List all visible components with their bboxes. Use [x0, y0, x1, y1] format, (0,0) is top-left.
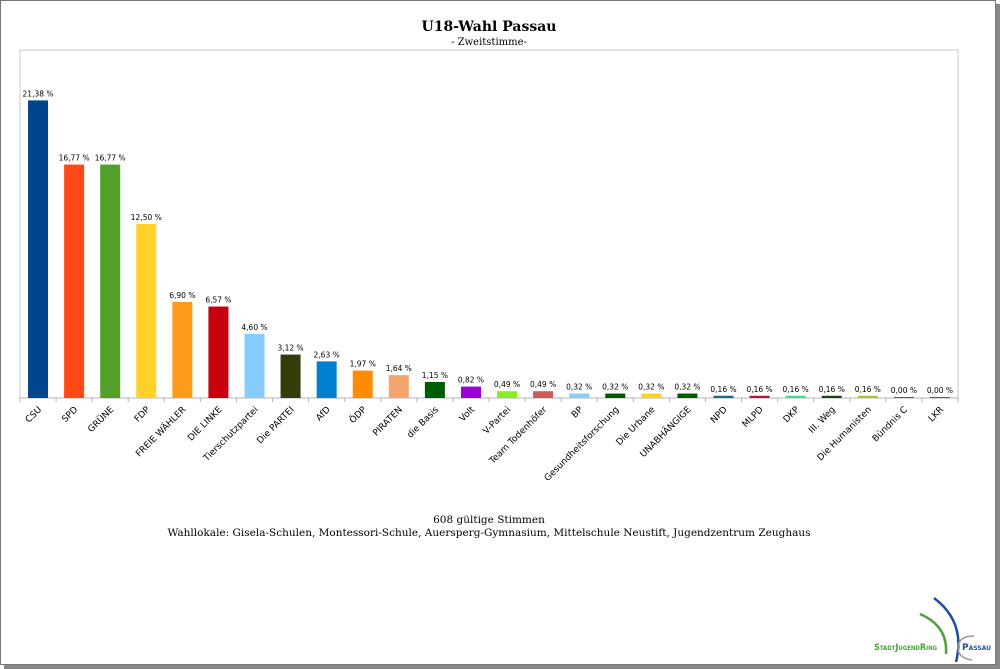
x-tick-label: FDP	[133, 405, 153, 425]
x-tick-label: die Basis	[406, 405, 442, 441]
bar	[172, 301, 193, 398]
data-label: 16,77 %	[95, 154, 126, 163]
x-tick-label: NPD	[709, 405, 730, 426]
data-label: 0,00 %	[891, 386, 917, 395]
bar	[28, 100, 49, 398]
x-tick-label: LKR	[927, 405, 946, 424]
bar	[460, 386, 481, 398]
data-label: 1,15 %	[422, 371, 448, 380]
data-label: 1,64 %	[386, 364, 412, 373]
logo-arc-blue	[933, 597, 960, 663]
data-label: 0,32 %	[674, 383, 700, 392]
bar	[352, 370, 373, 398]
chart-title: U18-Wahl Passau	[421, 19, 557, 35]
logo-arc-green	[919, 612, 948, 655]
data-label: 2,63 %	[314, 350, 340, 359]
bar	[208, 306, 229, 398]
bar	[388, 375, 409, 398]
x-tick-label: DKP	[782, 405, 802, 425]
bar	[533, 391, 554, 398]
x-tick-label: PIRATEN	[371, 405, 404, 438]
logo-arc-gray	[957, 635, 975, 661]
x-tick-label: AfD	[314, 405, 332, 423]
bar	[497, 391, 518, 398]
bar	[64, 164, 85, 398]
bar	[677, 393, 698, 398]
data-label: 16,77 %	[59, 154, 90, 163]
logo-text-right: Passau	[962, 643, 991, 653]
bar	[929, 397, 950, 398]
data-label: 0,49 %	[494, 380, 520, 389]
bar	[244, 333, 265, 398]
data-label: 3,12 %	[277, 344, 303, 353]
footnote-polling-stations: Wahllokale: Gisela-Schulen, Montessori-S…	[167, 527, 811, 539]
x-tick-label: Bündnis C	[871, 405, 910, 444]
stadtjugendring-logo: StadtJugendRing Passau	[874, 597, 991, 663]
x-tick-label: SPD	[60, 405, 80, 425]
logo-text-left: StadtJugendRing	[874, 643, 938, 653]
x-tick-label: DIE LINKE	[186, 405, 224, 443]
data-label: 1,97 %	[350, 360, 376, 369]
data-label: 0,16 %	[855, 385, 881, 394]
bar	[569, 393, 590, 398]
data-label: 0,00 %	[927, 386, 953, 395]
bar	[893, 397, 914, 398]
bar	[857, 395, 878, 398]
x-tick-label: GRÜNE	[86, 404, 117, 435]
x-tick-label: V-Partei	[482, 405, 514, 437]
data-label: 0,82 %	[458, 376, 484, 385]
chart-subtitle: - Zweitstimme-	[451, 37, 527, 48]
data-label: 4,60 %	[241, 323, 267, 332]
x-tick-label: MLPD	[741, 405, 766, 430]
bar	[316, 361, 337, 398]
bar	[821, 395, 842, 398]
x-tick-label: Volt	[458, 405, 477, 424]
bar	[136, 224, 157, 398]
data-label: 0,32 %	[566, 383, 592, 392]
x-tick-label: ÖDP	[347, 404, 369, 426]
footnote-valid-votes: 608 gültige Stimmen	[433, 514, 545, 526]
plot-area	[19, 49, 959, 399]
bar	[713, 395, 734, 398]
bar	[785, 395, 806, 398]
x-tick-label: CSU	[24, 405, 44, 425]
data-label: 0,32 %	[602, 383, 628, 392]
x-tick-label: Gesundheitsforschung	[543, 405, 622, 484]
data-label: 0,32 %	[638, 383, 664, 392]
x-tick-label: Die PARTEI	[255, 405, 296, 446]
data-label: 0,16 %	[710, 385, 736, 394]
data-label: 0,49 %	[530, 380, 556, 389]
data-label: 0,16 %	[783, 385, 809, 394]
data-label: 21,38 %	[23, 89, 54, 98]
bar	[100, 164, 121, 398]
bar	[424, 381, 445, 398]
bar	[280, 354, 301, 398]
data-label: 6,57 %	[205, 296, 231, 305]
x-tick-label: III. Weg	[807, 405, 838, 436]
bar	[749, 395, 770, 398]
x-tick-label: BP	[570, 405, 586, 421]
bar	[641, 393, 662, 398]
data-label: 6,90 %	[169, 291, 195, 300]
data-label: 12,50 %	[131, 213, 162, 222]
data-label: 0,16 %	[746, 385, 772, 394]
bar	[605, 393, 626, 398]
data-label: 0,16 %	[819, 385, 845, 394]
